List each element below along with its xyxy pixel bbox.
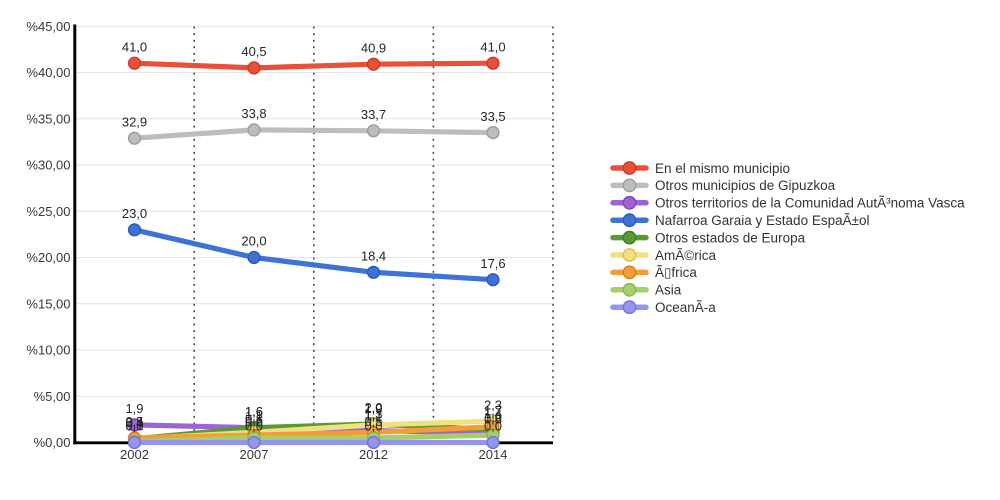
svg-text:%30,00: %30,00 (26, 158, 70, 173)
svg-text:1,6: 1,6 (245, 404, 263, 419)
svg-text:%40,00: %40,00 (26, 65, 70, 80)
svg-text:41,0: 41,0 (480, 39, 505, 54)
svg-text:0,0: 0,0 (245, 419, 263, 434)
svg-text:0,5: 0,5 (245, 414, 263, 429)
svg-text:0,5: 0,5 (364, 414, 382, 429)
svg-text:AmÃ©rica: AmÃ©rica (655, 248, 716, 263)
svg-text:Otros estados de Europa: Otros estados de Europa (655, 230, 806, 245)
svg-text:OceanÃ-a: OceanÃ-a (655, 300, 716, 315)
svg-text:Ã▯frica: Ã▯frica (655, 265, 697, 280)
svg-text:Otros municipios de Gipuzkoa: Otros municipios de Gipuzkoa (655, 178, 836, 193)
svg-text:32,9: 32,9 (122, 114, 147, 129)
svg-text:%20,00: %20,00 (26, 250, 70, 265)
svg-text:18,4: 18,4 (361, 249, 386, 264)
svg-text:33,8: 33,8 (241, 106, 266, 121)
svg-text:40,5: 40,5 (241, 44, 266, 59)
svg-text:1,3: 1,3 (364, 407, 382, 422)
svg-text:%45,00: %45,00 (26, 19, 70, 34)
svg-text:En el mismo municipio: En el mismo municipio (655, 161, 790, 176)
svg-text:0,8: 0,8 (484, 411, 502, 426)
svg-text:0,4: 0,4 (125, 415, 143, 430)
svg-text:20,0: 20,0 (241, 234, 266, 249)
svg-text:1,1: 1,1 (245, 409, 263, 424)
svg-text:17,6: 17,6 (480, 256, 505, 271)
svg-text:Nafarroa Garaia y Estado EspaÃ: Nafarroa Garaia y Estado EspaÃ±ol (655, 213, 870, 228)
svg-text:2002: 2002 (120, 447, 149, 462)
svg-text:1,7: 1,7 (484, 403, 502, 418)
svg-text:0,1: 0,1 (125, 418, 143, 433)
svg-text:1,0: 1,0 (484, 409, 502, 424)
svg-text:2007: 2007 (240, 447, 269, 462)
svg-text:%10,00: %10,00 (26, 343, 70, 358)
svg-text:1,6: 1,6 (245, 404, 263, 419)
svg-text:2012: 2012 (359, 447, 388, 462)
svg-text:0,8: 0,8 (245, 411, 263, 426)
svg-text:1,9: 1,9 (364, 401, 382, 416)
svg-text:1,1: 1,1 (364, 409, 382, 424)
svg-text:0,0: 0,0 (364, 419, 382, 434)
svg-text:40,9: 40,9 (361, 40, 386, 55)
svg-text:0,0: 0,0 (484, 419, 502, 434)
svg-text:%25,00: %25,00 (26, 204, 70, 219)
svg-text:%35,00: %35,00 (26, 111, 70, 126)
svg-text:33,5: 33,5 (480, 109, 505, 124)
svg-text:23,0: 23,0 (122, 206, 147, 221)
svg-text:0,5: 0,5 (125, 414, 143, 429)
svg-text:2014: 2014 (479, 447, 508, 462)
svg-text:0,0: 0,0 (125, 419, 143, 434)
svg-text:0,4: 0,4 (125, 415, 143, 430)
svg-text:%0,00: %0,00 (34, 435, 71, 450)
svg-text:41,0: 41,0 (122, 39, 147, 54)
svg-text:33,7: 33,7 (361, 107, 386, 122)
svg-text:Otros territorios de la Comuni: Otros territorios de la Comunidad AutÃ³n… (655, 196, 965, 211)
svg-text:1,9: 1,9 (125, 401, 143, 416)
svg-text:Asia: Asia (655, 283, 682, 298)
svg-text:%15,00: %15,00 (26, 296, 70, 311)
svg-text:1,4: 1,4 (484, 406, 502, 421)
svg-text:%5,00: %5,00 (34, 389, 71, 404)
svg-text:2,0: 2,0 (364, 400, 382, 415)
svg-text:2,3: 2,3 (484, 397, 502, 412)
